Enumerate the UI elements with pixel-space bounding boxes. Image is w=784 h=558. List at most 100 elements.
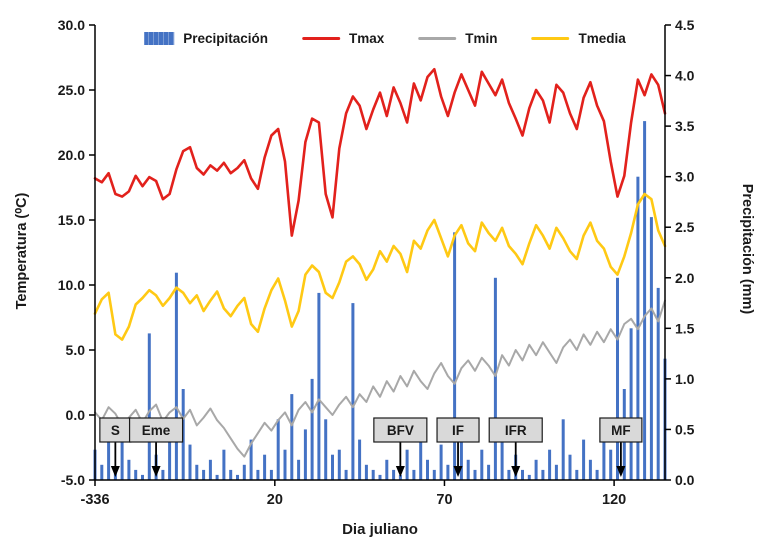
precipitation-bar-swatch [144,32,175,45]
tick-label: 0.0 [66,407,86,423]
precip-bar [568,454,572,480]
precip-bar [602,424,606,480]
legend-item-tmax: Tmax [301,31,385,46]
annotation-box [436,417,480,443]
tick-label: IF [452,423,464,438]
precip-bar [432,469,436,480]
precip-bar [310,378,314,480]
tick-label: IFR [505,423,527,438]
precip-bar [500,439,504,480]
x-axis-title: Dia juliano [342,521,418,538]
y-axis-title-left: Temperatura (⁰C) [14,192,30,310]
precip-bar [120,424,124,480]
precip-bar [541,469,545,480]
tick-label: 10.0 [58,277,85,293]
precip-bar [398,474,402,480]
precip-bar [473,469,477,480]
precip-bar [276,419,280,480]
precip-bar [188,444,192,480]
legend-label-tmax: Tmax [348,31,385,46]
precip-bar [107,434,111,480]
precip-bar [459,429,463,480]
precip-bar [215,474,219,480]
series-line-tmax [93,67,667,237]
precip-bar [297,459,301,480]
annotation-arrowhead-icon [110,466,120,477]
stage-annotation-mf: MF [599,417,643,477]
precip-bar [521,469,524,480]
precip-bar [181,389,185,480]
precip-bar [317,292,321,480]
precip-bar [222,449,226,480]
tick-label: 2.5 [675,219,695,235]
tick-label: BFV [387,423,414,438]
precip-bar [378,474,382,480]
tmax-line-swatch [301,36,340,41]
stage-annotation-eme: Eme [128,417,184,477]
tick-label: 70 [436,492,452,508]
tick-label: 1.0 [675,371,695,387]
precip-bar [507,469,511,480]
precip-bar [446,464,450,480]
annotation-box [488,417,543,443]
precip-bar [412,469,416,480]
tick-label: 1.5 [675,320,695,336]
annotation-arrowhead-icon [395,466,405,477]
precip-bar [534,459,538,480]
precip-bar [561,419,565,480]
legend-label-tmin: Tmin [465,31,498,46]
precip-bar [141,474,144,480]
tick-label: -336 [80,492,109,508]
precip-bar [100,464,104,480]
precip-bar [168,419,172,480]
legend-label-tmedia: Tmedia [578,31,626,46]
tick-label: 4.0 [675,68,695,84]
legend-item-precipitacion: Precipitación [144,31,268,46]
precip-bar [609,449,613,480]
tick-label: 20 [267,492,283,508]
legend-item-tmin: Tmin [418,31,498,46]
precip-bar [392,469,396,480]
precip-bar [236,474,239,480]
precip-bar [256,469,260,480]
precip-bar [439,444,443,480]
tick-label: S [111,423,120,438]
annotation-arrowhead-icon [151,466,161,477]
precip-bar [385,459,389,480]
precip-bar [656,287,660,480]
tick-label: 30.0 [58,17,85,33]
precip-bar [195,464,199,480]
precip-bar [351,303,355,480]
annotation-arrowhead-icon [453,466,463,477]
precip-bar [405,449,409,480]
precip-bar [290,394,294,480]
tick-label: 3.0 [675,169,695,185]
precip-bar [554,464,558,480]
series-line-tmin [94,299,666,458]
precip-bar [643,121,647,480]
precip-bar [263,454,267,480]
legend-item-tmedia: Tmedia [531,31,626,46]
tick-label: 15.0 [58,212,85,228]
precip-bar [202,469,206,480]
precip-bar [649,217,653,480]
series-line-tmedia [93,192,667,341]
tmedia-line-swatch [531,36,570,41]
stage-annotation-if: IF [436,417,480,477]
precip-bar [249,439,253,480]
tick-label: 5.0 [66,342,86,358]
stage-annotation-s: S [99,417,132,477]
precip-bar [453,232,457,480]
precip-bar [616,277,619,480]
annotation-box [599,417,643,443]
tick-label: Eme [142,423,171,438]
precip-bar [371,469,375,480]
precip-bar [588,459,592,480]
y-axis-title-right: Precipitación (mm) [739,183,755,315]
precip-bar [493,277,497,480]
precip-bar [419,429,423,480]
tick-label: 20.0 [58,147,85,163]
precip-bar [548,449,552,480]
